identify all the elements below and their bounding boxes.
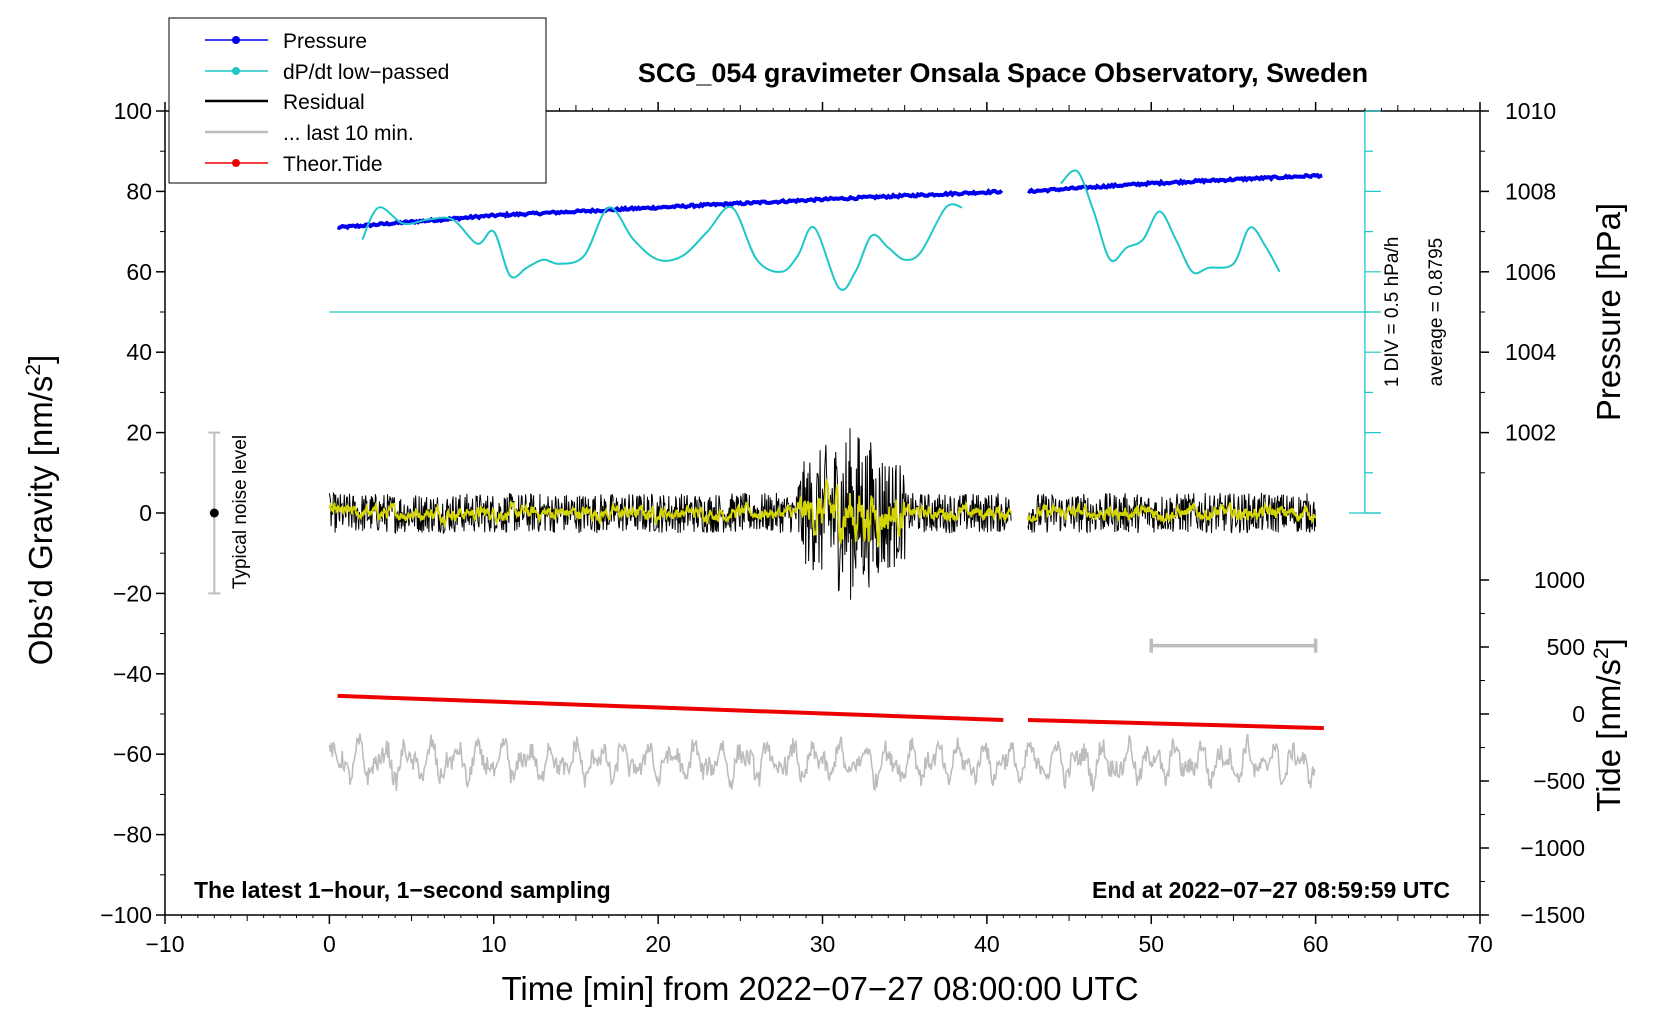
ticks-layer: −10 0 10 20 30 40 50 60 70100806040200−20−40−60−… (100, 98, 1585, 957)
x-tick-label: 40 (974, 931, 1000, 957)
tide-tick-label: 0 (1572, 701, 1585, 727)
pressure-tick-label: 1008 (1505, 178, 1556, 204)
pressure-tick-label: 1004 (1505, 339, 1556, 365)
annotation-dpdt-average: average = 0.8795 (1426, 238, 1447, 386)
legend-label-dpdt: dP/dt low−passed (283, 61, 449, 84)
pressure-tick-label: 1010 (1505, 98, 1556, 124)
legend-entry-pressure: Pressure (205, 30, 367, 53)
legend-entry-last10: ... last 10 min. (205, 122, 414, 145)
y-tick-label: −60 (113, 741, 152, 767)
annotation-noise-level: Typical noise level (230, 435, 251, 589)
legend-entries: Pressure dP/dt low−passed Residual ... l… (205, 30, 449, 176)
y-axis-title-gravity: Obs’d Gravity [nm/s2] (22, 355, 59, 666)
pressure-tick-label: 1006 (1505, 259, 1556, 285)
y-tick-label: 100 (114, 98, 152, 124)
annotation-sampling: The latest 1−hour, 1−second sampling (194, 877, 611, 903)
legend-label-tide: Theor.Tide (283, 153, 383, 176)
series-layer (208, 169, 1324, 794)
series-dpdt-segment-0 (361, 203, 963, 291)
series-tide-segment-1 (1027, 718, 1324, 731)
series-tide-segment-0 (337, 693, 1004, 723)
y-axis-title-gravity-close: ] (22, 355, 59, 364)
legend-label-last10: ... last 10 min. (283, 122, 414, 145)
x-tick-label: 60 (1303, 931, 1329, 957)
y-axis-title-tide-close: ] (1590, 638, 1627, 647)
y-tick-label: 0 (139, 500, 152, 526)
series-residual-smooth-segment-1 (1027, 501, 1317, 523)
y-axis-title-tide-text: Tide [nm/s (1590, 659, 1627, 812)
y-axis-title-tide-sup: 2 (1590, 647, 1613, 659)
x-tick-label: 10 (481, 931, 507, 957)
series-residual-smooth-segment-0 (328, 477, 1012, 547)
y-axis-title-pressure: Pressure [hPa] (1590, 203, 1627, 421)
tide-tick-label: −1500 (1520, 902, 1585, 928)
legend-label-pressure: Pressure (283, 30, 367, 53)
y-tick-label: 40 (126, 339, 152, 365)
x-tick-label: 20 (645, 931, 671, 957)
y-tick-label: 20 (126, 420, 152, 446)
annotation-dpdt-scale: 1 DIV = 0.5 hPa/h (1382, 237, 1403, 388)
x-tick-label: 0 (323, 931, 336, 957)
legend-entry-dpdt: dP/dt low−passed (205, 61, 449, 84)
y-axis-title-gravity-sup: 2 (22, 364, 45, 376)
annotation-end-time: End at 2022−07−27 08:59:59 UTC (1092, 877, 1450, 903)
y-tick-label: 80 (126, 178, 152, 204)
series-pressure-segment-1 (1027, 172, 1323, 195)
legend-entry-tide: Theor.Tide (205, 153, 383, 176)
legend-marker-pressure (232, 36, 240, 44)
y-axis-title-gravity-text: Obs’d Gravity [nm/s (22, 376, 59, 666)
tide-tick-label: 500 (1547, 634, 1585, 660)
tide-tick-label: 1000 (1534, 567, 1585, 593)
y-tick-label: −40 (113, 661, 152, 687)
series-dpdt-segment-1 (1060, 169, 1281, 275)
tide-tick-label: −1000 (1520, 835, 1585, 861)
legend: Pressure dP/dt low−passed Residual ... l… (168, 17, 547, 184)
series-pressure-segment-0 (336, 187, 1004, 231)
legend-marker-tide (232, 159, 240, 167)
y-tick-label: −80 (113, 822, 152, 848)
x-tick-label: 30 (810, 931, 836, 957)
x-tick-label: 70 (1467, 931, 1493, 957)
y-tick-label: −100 (100, 902, 152, 928)
chart-title: SCG_054 gravimeter Onsala Space Observat… (638, 58, 1368, 88)
y-tick-label: −20 (113, 580, 152, 606)
x-axis-title: Time [min] from 2022−07−27 08:00:00 UTC (501, 970, 1138, 1007)
x-tick-label: 50 (1138, 931, 1164, 957)
y-axis-title-tide: Tide [nm/s2] (1590, 638, 1627, 812)
legend-entry-residual: Residual (205, 91, 365, 114)
legend-label-residual: Residual (283, 91, 365, 114)
series-last-10-min (328, 733, 1316, 794)
pressure-tick-label: 1002 (1505, 420, 1556, 446)
noise-level-center (209, 508, 219, 518)
legend-marker-dpdt (232, 67, 240, 75)
y-tick-label: 60 (126, 259, 152, 285)
tide-tick-label: −500 (1533, 768, 1585, 794)
x-tick-label: −10 (145, 931, 184, 957)
